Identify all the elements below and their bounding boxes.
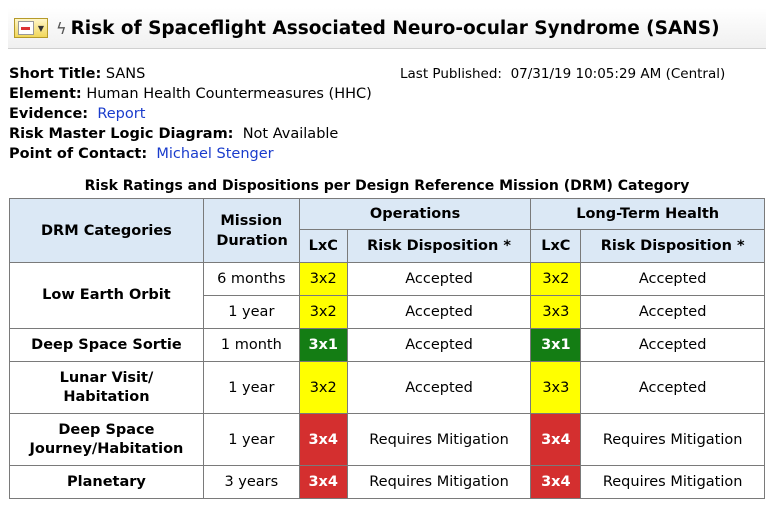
poc-row: Point of Contact: Michael Stenger [9,144,372,164]
lightning-icon: ϟ [56,18,67,38]
ops-disposition-cell: Accepted [346,262,532,296]
header-lth-disposition: Risk Disposition * [580,229,765,263]
lth-lxc-cell: 3x4 [530,465,582,499]
short-title-row: Short Title: SANS [9,64,372,84]
ops-disposition-cell: Requires Mitigation [346,465,532,499]
document-menu-button[interactable]: ▼ [14,18,48,38]
ops-disposition-cell: Accepted [346,295,532,329]
ops-lxc-cell: 3x4 [298,465,348,499]
ops-lxc-cell: 3x2 [298,262,348,296]
short-title-value: SANS [105,66,146,82]
page-title: Risk of Spaceflight Associated Neuro-ocu… [70,17,720,39]
document-icon [18,21,34,35]
ops-disposition-cell: Requires Mitigation [346,413,532,466]
lth-lxc-cell: 3x2 [530,262,582,296]
lth-lxc-cell: 3x3 [530,295,582,329]
category-cell: Low Earth Orbit [9,262,204,329]
ops-lxc-cell: 3x4 [298,413,348,466]
lth-disposition-cell: Accepted [580,262,765,296]
category-cell: Deep Space Journey/Habitation [9,413,204,466]
chevron-down-icon: ▼ [37,23,44,33]
duration-cell: 1 year [202,413,300,466]
lth-disposition-cell: Requires Mitigation [580,413,765,466]
ops-lxc-cell: 3x1 [298,328,348,362]
category-line: Deep Space [58,421,155,438]
header-drm-categories: DRM Categories [9,198,204,263]
header-mission-duration-text: Mission Duration [216,212,288,249]
rmld-value: Not Available [242,126,339,142]
table-row: Deep Space Sortie 1 month 3x1 Accepted 3… [9,328,765,362]
element-label: Element: [9,86,82,102]
lth-lxc-cell: 3x4 [530,413,582,466]
category-line: Habitation [63,388,150,405]
duration-cell: 3 years [202,465,300,499]
table-caption: Risk Ratings and Dispositions per Design… [84,178,690,194]
rmld-row: Risk Master Logic Diagram: Not Available [9,124,372,144]
table-row: Deep Space Journey/Habitation 1 year 3x4… [9,413,765,466]
header-ops-lxc: LxC [298,229,348,263]
element-value: Human Health Countermeasures (HHC) [86,86,372,102]
header-long-term-health: Long-Term Health [530,198,765,230]
lth-disposition-cell: Accepted [580,361,765,414]
table-row: 1 year 3x2 Accepted 3x3 Accepted [10,295,765,329]
point-of-contact-link[interactable]: Michael Stenger [156,146,274,162]
evidence-report-link[interactable]: Report [97,106,146,122]
table-row: Low Earth Orbit 6 months 3x2 Accepted 3x… [9,262,765,329]
category-cell: Planetary [9,465,204,499]
category-line: Journey/Habitation [29,440,184,457]
category-cell: Lunar Visit/ Habitation [9,361,204,414]
category-cell: Deep Space Sortie [9,328,204,362]
ops-lxc-cell: 3x2 [298,295,348,329]
lth-lxc-cell: 3x3 [530,361,582,414]
duration-cell: 1 month [202,328,300,362]
last-published: Last Published: 07/31/19 10:05:29 AM (Ce… [400,64,725,84]
duration-cell: 6 months [202,262,300,296]
evidence-row: Evidence: Report [9,104,372,124]
page-header: ▼ ϟ Risk of Spaceflight Associated Neuro… [8,8,766,49]
element-row: Element: Human Health Countermeasures (H… [9,84,372,104]
ops-lxc-cell: 3x2 [298,361,348,414]
ops-disposition-cell: Accepted [346,361,532,414]
lth-disposition-cell: Accepted [580,295,765,329]
evidence-label: Evidence: [9,106,89,122]
lth-disposition-cell: Accepted [580,328,765,362]
table-row: Lunar Visit/ Habitation 1 year 3x2 Accep… [9,361,765,414]
category-line: Lunar Visit/ [59,369,154,386]
lth-disposition-cell: Requires Mitigation [580,465,765,499]
lth-lxc-cell: 3x1 [530,328,582,362]
header-mission-duration: Mission Duration [202,198,300,263]
header-operations: Operations [298,198,532,230]
risk-ratings-table: DRM Categories Mission Duration Operatio… [9,198,765,499]
header-ops-disposition: Risk Disposition * [346,229,532,263]
last-published-value: 07/31/19 10:05:29 AM (Central) [510,66,726,82]
rmld-label: Risk Master Logic Diagram: [9,126,234,142]
header-lth-lxc: LxC [530,229,582,263]
short-title-label: Short Title: [9,66,102,82]
last-published-label: Last Published: [400,66,502,82]
ops-disposition-cell: Accepted [346,328,532,362]
duration-cell: 1 year [202,361,300,414]
duration-cell: 1 year [202,295,300,329]
poc-label: Point of Contact: [9,146,148,162]
risk-metadata: Short Title: SANS Element: Human Health … [9,64,372,164]
table-row: Planetary 3 years 3x4 Requires Mitigatio… [9,465,765,499]
